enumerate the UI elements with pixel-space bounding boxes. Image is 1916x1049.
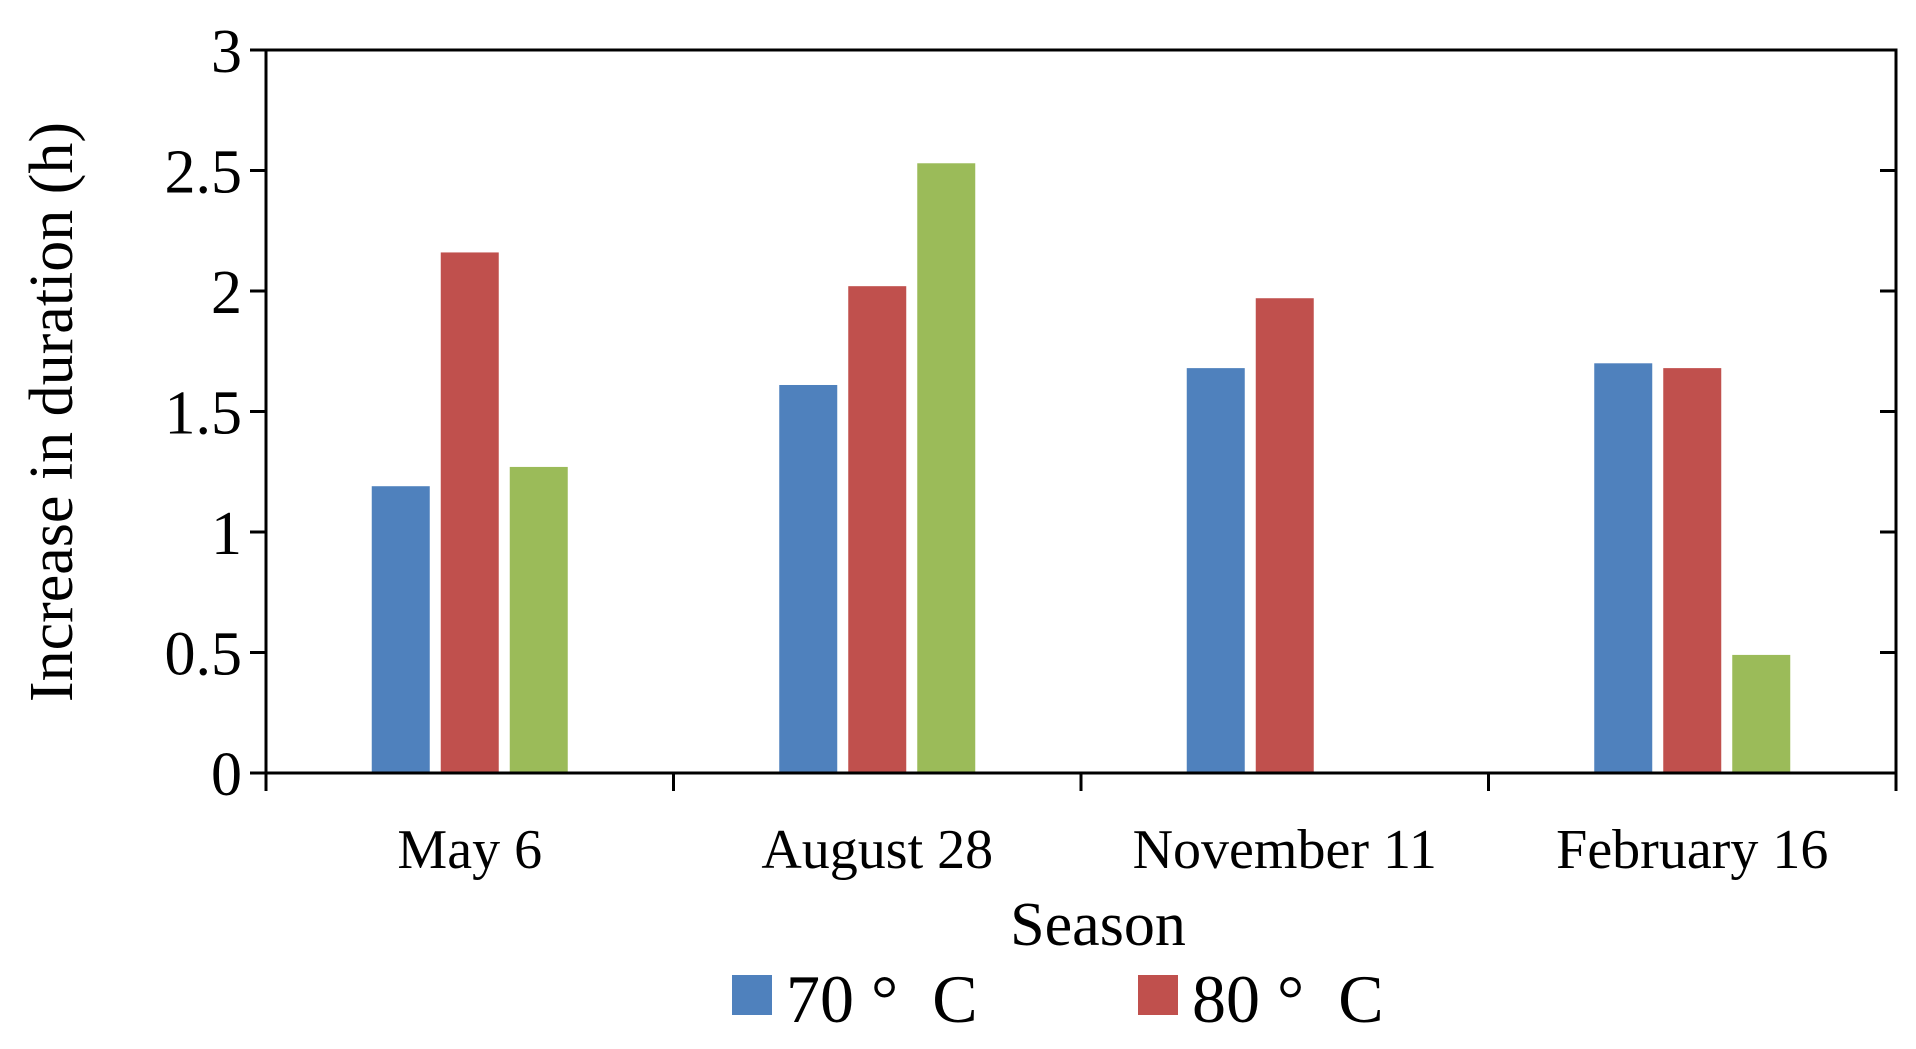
x-category-label-february-16: February 16 — [1556, 819, 1828, 881]
y-axis-title: Increase in duration (h) — [18, 122, 86, 702]
axes-layer — [250, 48, 1898, 791]
y-tick-label-2: 1 — [211, 500, 242, 568]
bar-series1-february-16 — [1594, 363, 1653, 773]
legend-label-70c: 70 ° C — [786, 961, 978, 1037]
legend: 70 ° C 80 ° C — [732, 961, 1384, 1037]
x-category-label-november-11: November 11 — [1133, 819, 1437, 881]
y-tick-label-4: 2 — [211, 259, 242, 327]
legend-label-80c: 80 ° C — [1192, 961, 1384, 1037]
bar-series3-august-28 — [917, 163, 976, 773]
y-tick-label-5: 2.5 — [165, 139, 243, 207]
bar-series1-november-11 — [1186, 368, 1245, 773]
bar-series1-august-28 — [779, 384, 838, 773]
bars-layer — [371, 163, 1791, 773]
bar-series3-may-6 — [509, 466, 568, 773]
bar-series2-may-6 — [440, 252, 499, 773]
bar-series2-february-16 — [1663, 368, 1722, 773]
x-category-label-may-6: May 6 — [397, 819, 542, 881]
legend-swatch-70c — [732, 975, 772, 1015]
bar-series3-february-16 — [1732, 654, 1791, 773]
y-tick-label-0: 0 — [211, 741, 242, 809]
bar-series2-august-28 — [848, 286, 907, 773]
bar-series1-may-6 — [371, 486, 430, 773]
y-tick-label-1: 0.5 — [165, 621, 243, 689]
legend-swatch-80c — [1138, 975, 1178, 1015]
bar-series2-november-11 — [1255, 298, 1314, 773]
y-tick-label-3: 1.5 — [165, 380, 243, 448]
x-category-label-august-28: August 28 — [761, 819, 993, 881]
y-tick-label-6: 3 — [211, 18, 242, 86]
x-axis-title: Season — [1010, 891, 1186, 959]
labels-layer: 0 0.5 1 1.5 2 2.5 3 May 6 August 28 November 11 Fe… — [165, 18, 1829, 881]
